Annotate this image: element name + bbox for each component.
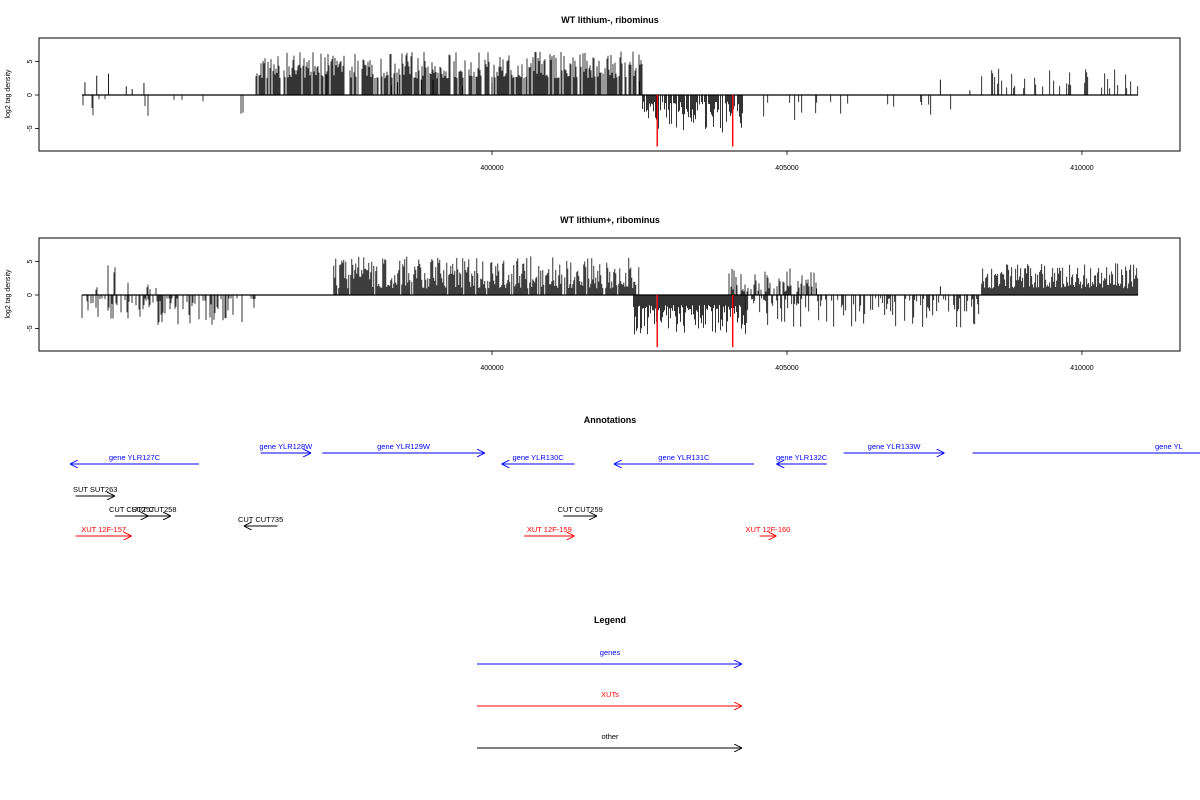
panel-2-frame [38,237,1181,352]
y-tick-label: 5 [27,60,34,64]
annotation-feature: gene YLR133W [843,442,945,453]
annotation-feature: XUT 12F-159 [524,525,575,536]
panel-2-title: WT lithium+, ribominus [560,215,660,225]
y-tick-label: 0 [27,293,34,297]
annotation-feature: CUT CUT735 [238,515,283,526]
x-tick-label: 400000 [480,165,503,172]
panel-lithium-plus: WT lithium+, ribominus log2 tag density … [5,215,1181,372]
feature-label: gene YLR130C [513,453,565,462]
panel-1-bars [82,51,1139,147]
annotation-feature: SUT CUT258 [132,505,177,516]
panel-2-ylabel: log2 tag density [5,269,12,319]
annotation-feature: SUT SUT263 [73,485,117,496]
panel-1-title: WT lithium-, ribominus [561,15,659,25]
legend-label: other [601,732,619,741]
legend-items: genes XUTs other [477,648,742,748]
annotation-feature: CUT CUT259 [558,505,603,516]
feature-label: SUT CUT258 [132,505,177,514]
legend-item: other [477,732,742,748]
feature-label: XUT 12F-160 [746,525,791,534]
feature-label: XUT 12F-159 [527,525,572,534]
feature-label: CUT CUT735 [238,515,283,524]
annotation-feature: gene YLR127C [70,453,199,464]
annotation-feature: gene YLR130C [501,453,575,464]
panel-1-ylabel: log2 tag density [5,69,12,119]
feature-label: CUT CUT257 [109,505,154,514]
legend-title: Legend [594,615,626,625]
feature-label: SUT SUT263 [73,485,117,494]
annotation-feature: gene YLR131C [613,453,754,464]
feature-label: CUT CUT259 [558,505,603,514]
y-tick-label: -5 [27,125,34,131]
feature-label: gene YLR128W [259,442,313,451]
annotation-feature: XUT 12F-160 [746,525,791,536]
panel-1-frame [38,37,1181,152]
annotation-feature: gene YL [972,442,1200,454]
feature-label: gene YL [1155,442,1183,451]
y-tick-label: 0 [27,93,34,97]
x-tick-label: 400000 [480,365,503,372]
x-tick-label: 405000 [775,365,798,372]
panel-2-axes: -5 0 5 400000 405000 410000 [27,260,1094,372]
annotations-title: Annotations [584,415,637,425]
legend-label: genes [600,648,621,657]
y-tick-label: -5 [27,325,34,331]
feature-label: gene YLR131C [658,453,710,462]
legend-item: XUTs [477,690,742,706]
feature-label: gene YLR132C [776,453,828,462]
annotation-feature: gene YLR132C [776,453,828,464]
annotation-feature: XUT 12F-157 [75,525,132,536]
annotation-feature: gene YLR129W [322,442,485,453]
annotation-features: gene YLR127C gene YLR128W gene YLR129W gene… [70,442,1200,536]
x-tick-label: 410000 [1070,365,1093,372]
x-tick-label: 405000 [775,165,798,172]
feature-label: gene YLR129W [377,442,431,451]
panel-2-bars [81,256,1139,348]
x-tick-label: 410000 [1070,165,1093,172]
legend-item: genes [477,648,742,664]
annotation-feature: gene YLR128W [259,442,313,453]
panel-lithium-minus: WT lithium-, ribominus log2 tag density … [5,15,1181,172]
panel-1-axes: -5 0 5 400000 405000 410000 [27,60,1094,172]
feature-label: XUT 12F-157 [81,525,126,534]
feature-label: gene YLR133W [868,442,922,451]
y-tick-label: 5 [27,260,34,264]
feature-label: gene YLR127C [109,453,161,462]
legend-label: XUTs [601,690,619,699]
legend: Legend genes XUTs other [477,615,742,748]
